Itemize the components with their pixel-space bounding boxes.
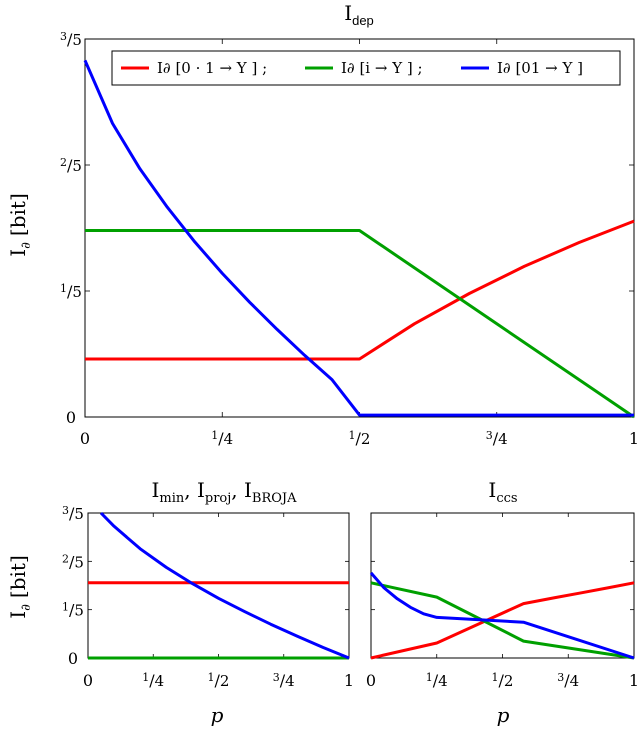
panel-top-ylabel: I∂ [bit] [6,193,34,256]
legend: I∂ [0 · 1 → Y ] ; I∂ [i → Y ] ; I∂ [01 →… [111,50,621,86]
panel-bl-xtick-label-3: 3/4 [273,671,295,690]
panel-bl-xtick-label-0: 0 [83,671,93,690]
panel-bl-ylabel-unit: [bit] [6,555,30,598]
panel-br-xlabel: p [497,703,510,727]
panel-bl-xtick-label-2: 1/2 [208,671,230,690]
panel-top-ylabel-base: I [6,249,30,257]
panel-top-title: Idep [344,1,374,28]
panel-top-i-dep: Idep I∂[bit] 0 1/4 1/2 3/4 101/52/53/5 I∂ [0… [6,1,639,448]
legend-label-blue: I∂ [01 → Y ] [497,59,583,77]
panel-br-xtick-label-2: 1/2 [492,671,514,690]
panel-top-series-red [85,219,635,361]
panel-bl-xtick-label-4: 1 [344,671,354,690]
panel-bl-title-2-base: I [197,478,205,502]
panel-br-title-sub: ccs [496,491,517,506]
panel-br-series-red [370,581,635,660]
panel-bl-xtick-label-1: 1/4 [142,671,164,690]
panel-top-title-base: I [344,1,352,25]
panel-top-ylabel-sub: ∂ [19,242,34,249]
panel-bl-frame [87,512,350,659]
panel-bl-ytick-label-1: 1/5 [62,601,84,620]
panel-bl-title-1-sub: min [159,491,184,506]
panel-br-xtick-label-3: 3/4 [557,671,579,690]
panel-top-ytick-label-2: 2/5 [60,156,82,175]
panel-bottom-left: Imin, Iproj, IBROJA I∂[bit] p 0 1/4 1/2 3/4… [6,478,354,727]
panel-bl-ylabel-sub: ∂ [19,604,34,611]
panel-bl-xlabel: p [211,703,224,727]
panel-top-ytick-label-1: 1/5 [60,282,82,301]
panel-top-xtick-label-3: 3/4 [486,429,508,448]
panel-top-xtick-label-0: 0 [80,429,90,448]
panel-top-series-green [85,229,635,419]
panel-br-title-base: I [488,478,496,502]
panel-bl-ylabel-base: I [6,611,30,619]
panel-top-title-sub: dep [352,13,374,28]
panel-bl-ytick-label-0: 0 [68,649,78,668]
panel-br-xtick-label-1: 1/4 [426,671,448,690]
panel-bottom-right: Iccs p 0 1/4 1/2 3/4 1 [366,478,639,727]
panel-top-ylabel-unit: [bit] [6,193,30,236]
panel-top-ytick-label-3: 3/5 [60,30,82,49]
panel-top-xtick-label-4: 1 [629,429,639,448]
panel-br-xtick-label-0: 0 [366,671,376,690]
panel-top-series-blue [83,59,634,417]
panel-bl-title: Imin, Iproj, IBROJA [151,478,297,506]
panel-bl-ytick-label-2: 2/5 [62,552,84,571]
panel-bl-title-2-sub: proj [205,491,231,506]
panel-top-xtick-label-2: 1/2 [349,429,371,448]
panel-br-frame [370,512,635,659]
legend-frame [111,50,621,86]
panel-bl-ylabel: I∂ [bit] [6,555,34,618]
panel-br-series-blue [369,571,635,660]
legend-label-green: I∂ [i → Y ] ; [341,59,423,77]
panel-bl-ytick-label-3: 3/5 [62,504,84,523]
panel-top-ytick-label-0: 0 [66,408,76,427]
panel-br-xtick-label-4: 1 [629,671,639,690]
panel-bl-series-blue [99,511,350,660]
panel-bl-title-3-base: I [244,478,252,502]
panel-br-title: Iccs [488,478,517,506]
panel-bl-title-1-base: I [151,478,159,502]
legend-label-red: I∂ [0 · 1 → Y ] ; [157,59,267,77]
panel-bl-title-3-sub: BROJA [252,491,297,506]
panel-top-xtick-label-1: 1/4 [211,429,233,448]
